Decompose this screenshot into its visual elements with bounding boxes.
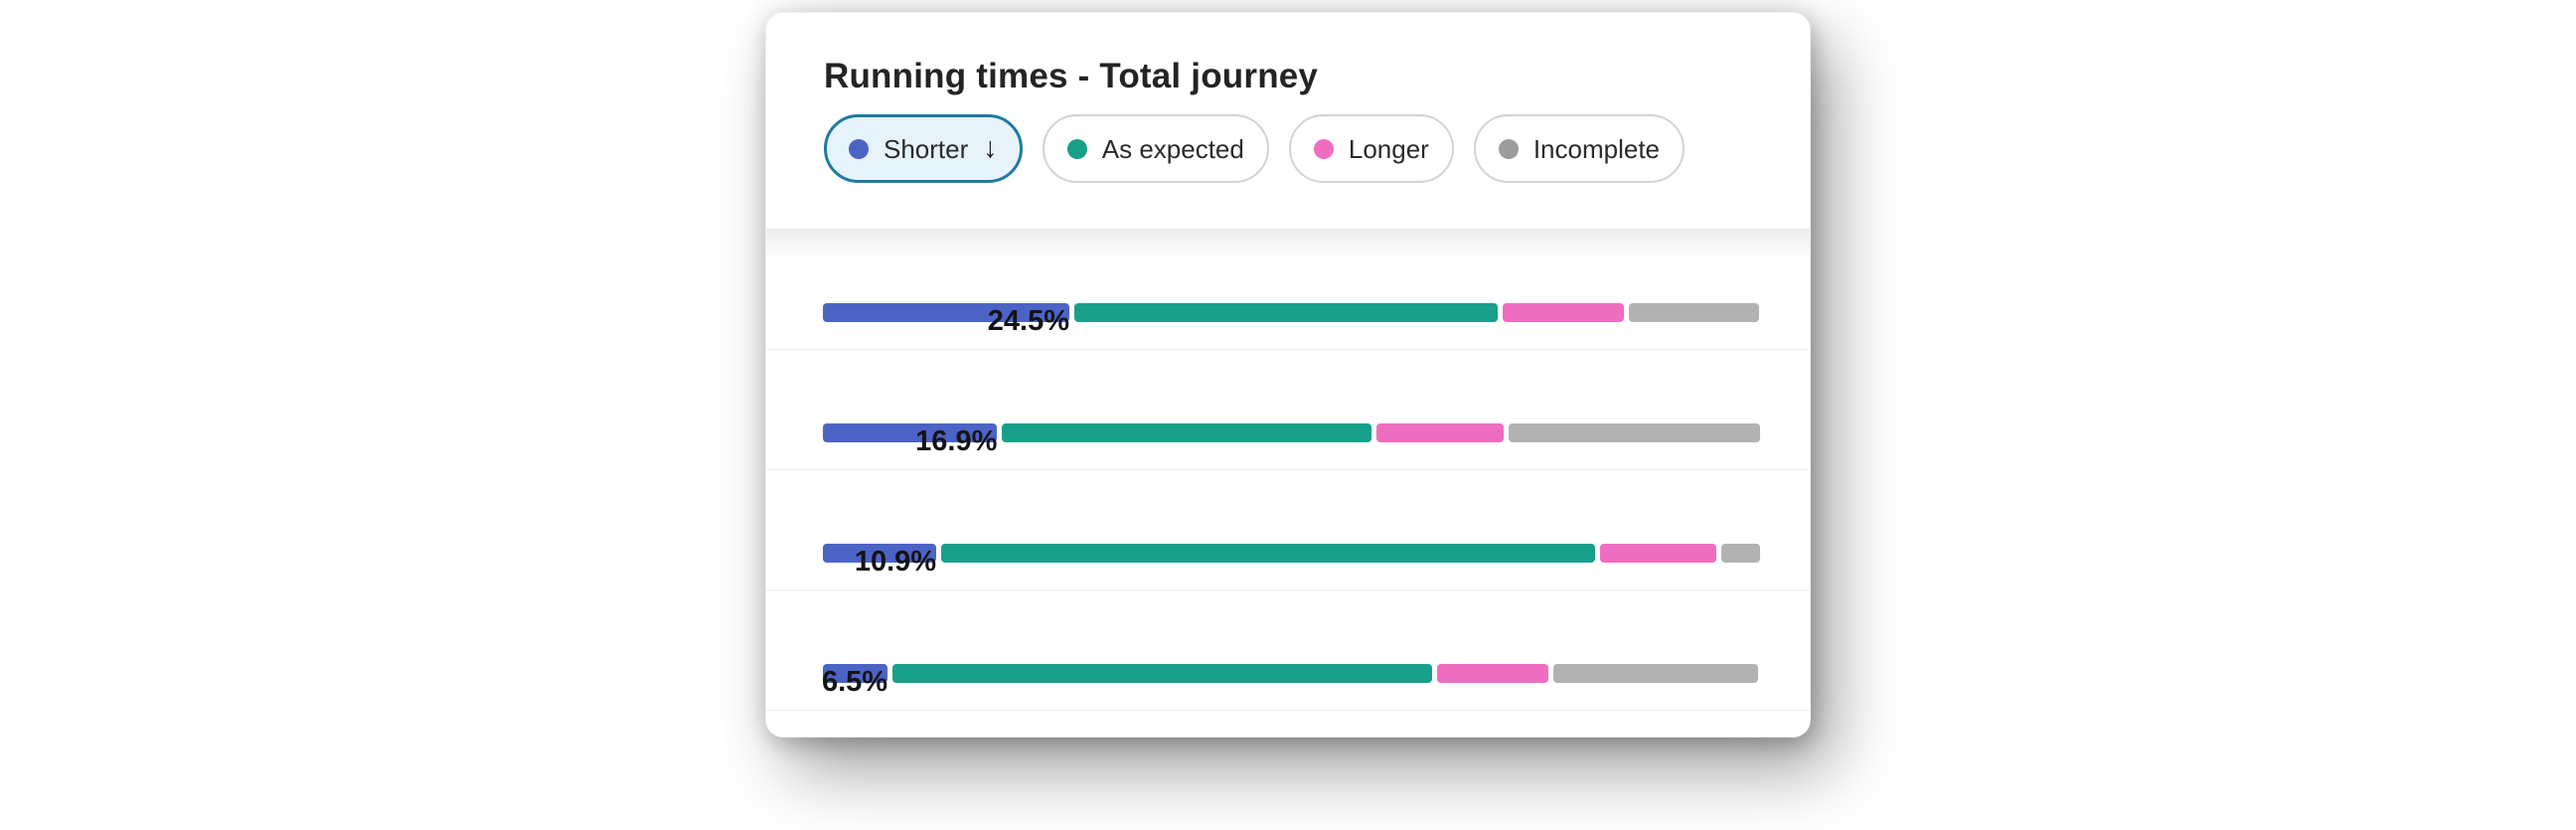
journey-row: 6.5% (766, 590, 1810, 711)
legend-pill-label: Incomplete (1532, 133, 1661, 164)
segment-as-expected[interactable] (892, 664, 1433, 683)
segment-longer[interactable] (1375, 423, 1505, 442)
segment-as-expected[interactable] (941, 544, 1596, 563)
legend-pill-label: Shorter (884, 133, 969, 164)
segment-longer[interactable] (1437, 664, 1549, 683)
segment-incomplete[interactable] (1721, 544, 1760, 563)
legend-pill-longer[interactable]: Longer (1288, 114, 1454, 183)
bar-track: 16.9% (823, 423, 1760, 457)
segment-longer[interactable] (1503, 303, 1624, 322)
stacked-bar (823, 303, 1760, 322)
segment-as-expected[interactable] (1002, 423, 1371, 442)
segment-as-expected[interactable] (1074, 303, 1499, 322)
stacked-bar (823, 664, 1760, 683)
bar-track: 10.9% (823, 544, 1760, 578)
sort-descending-icon: ↓ (983, 132, 998, 164)
segment-shorter[interactable] (823, 423, 998, 442)
legend-pill-as-expected[interactable]: As expected (1042, 114, 1269, 183)
legend-pill-incomplete[interactable]: Incomplete (1473, 114, 1686, 183)
shorter-dot-icon (849, 138, 869, 159)
journey-row: 24.5% (766, 230, 1810, 350)
stacked-bar (823, 544, 1760, 563)
shorter-percentage-label: 24.5% (987, 305, 1069, 337)
bar-track: 6.5% (822, 664, 1760, 698)
journey-row: 16.9% (766, 350, 1810, 470)
running-times-card: Running times - Total journey Shorter ↓ … (765, 12, 1811, 738)
legend-pill-shorter[interactable]: Shorter ↓ (824, 114, 1023, 183)
shorter-percentage-label: 6.5% (821, 666, 888, 698)
shorter-percentage-label: 10.9% (854, 546, 937, 578)
journey-row: 10.9% (766, 470, 1810, 590)
shorter-percentage-label: 16.9% (915, 425, 998, 457)
legend-filter-bar: Shorter ↓ As expected Longer Incomplete (824, 114, 1754, 183)
incomplete-dot-icon (1498, 138, 1519, 159)
legend-pill-label: Longer (1348, 133, 1429, 164)
segment-shorter[interactable] (823, 544, 937, 563)
segment-shorter[interactable] (823, 303, 1069, 322)
stacked-bar (823, 423, 1760, 442)
segment-incomplete[interactable] (1509, 423, 1760, 442)
segment-longer[interactable] (1600, 544, 1717, 563)
bar-track: 24.5% (823, 303, 1760, 337)
legend-pill-label: As expected (1101, 133, 1244, 164)
segment-incomplete[interactable] (1628, 303, 1759, 322)
card-header: Running times - Total journey Shorter ↓ … (766, 13, 1810, 230)
segment-shorter[interactable] (823, 664, 888, 683)
as-expected-dot-icon (1066, 138, 1087, 159)
longer-dot-icon (1313, 138, 1334, 159)
chart-rows: 24.5% 16.9% 10.9% 6.5% (766, 230, 1810, 711)
segment-incomplete[interactable] (1553, 664, 1758, 683)
card-title: Running times - Total journey (824, 57, 1319, 95)
